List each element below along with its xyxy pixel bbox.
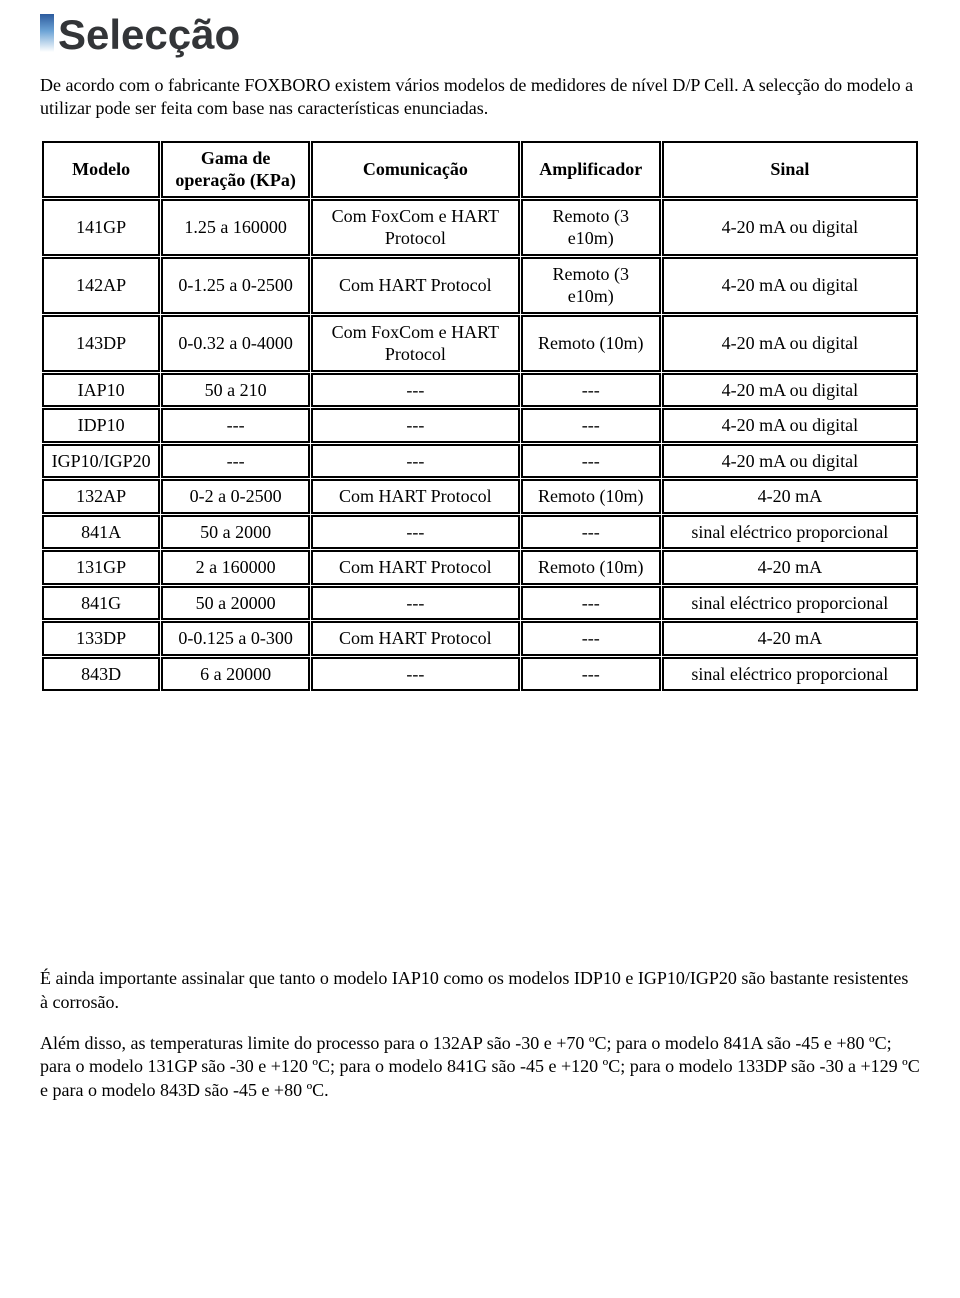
table-cell: IGP10/IGP20 bbox=[43, 445, 159, 478]
table-cell: 1.25 a 160000 bbox=[162, 200, 309, 255]
table-cell: 841A bbox=[43, 516, 159, 549]
table-cell: 4-20 mA ou digital bbox=[663, 316, 917, 371]
heading-accent-icon bbox=[40, 14, 54, 52]
table-row: 131GP2 a 160000Com HART ProtocolRemoto (… bbox=[43, 551, 917, 584]
table-cell: Com FoxCom e HART Protocol bbox=[312, 316, 519, 371]
table-cell: 0-0.32 a 0-4000 bbox=[162, 316, 309, 371]
table-cell: --- bbox=[522, 374, 660, 407]
table-cell: 4-20 mA ou digital bbox=[663, 200, 917, 255]
table-cell: Remoto (10m) bbox=[522, 316, 660, 371]
table-row: IDP10---------4-20 mA ou digital bbox=[43, 409, 917, 442]
table-cell: 4-20 mA ou digital bbox=[663, 258, 917, 313]
table-cell: Com FoxCom e HART Protocol bbox=[312, 200, 519, 255]
col-header-signal: Sinal bbox=[663, 142, 917, 197]
table-cell: 50 a 2000 bbox=[162, 516, 309, 549]
table-cell: IDP10 bbox=[43, 409, 159, 442]
col-header-range: Gama de operação (KPa) bbox=[162, 142, 309, 197]
table-row: 132AP0-2 a 0-2500Com HART ProtocolRemoto… bbox=[43, 480, 917, 513]
table-cell: Remoto (10m) bbox=[522, 551, 660, 584]
table-row: IGP10/IGP20---------4-20 mA ou digital bbox=[43, 445, 917, 478]
table-cell: --- bbox=[522, 587, 660, 620]
table-cell: 0-0.125 a 0-300 bbox=[162, 622, 309, 655]
table-cell: Remoto (3 e10m) bbox=[522, 258, 660, 313]
table-row: 841G50 a 20000------sinal eléctrico prop… bbox=[43, 587, 917, 620]
table-row: 841A50 a 2000------sinal eléctrico propo… bbox=[43, 516, 917, 549]
table-cell: --- bbox=[312, 409, 519, 442]
table-cell: 841G bbox=[43, 587, 159, 620]
table-cell: 141GP bbox=[43, 200, 159, 255]
table-cell: --- bbox=[522, 658, 660, 691]
table-cell: 4-20 mA bbox=[663, 551, 917, 584]
table-cell: 4-20 mA bbox=[663, 622, 917, 655]
table-cell: 6 a 20000 bbox=[162, 658, 309, 691]
table-cell: Remoto (3 e10m) bbox=[522, 200, 660, 255]
table-cell: 131GP bbox=[43, 551, 159, 584]
table-cell: 50 a 20000 bbox=[162, 587, 309, 620]
table-cell: Com HART Protocol bbox=[312, 480, 519, 513]
table-cell: --- bbox=[522, 409, 660, 442]
table-cell: 843D bbox=[43, 658, 159, 691]
table-row: 141GP1.25 a 160000Com FoxCom e HART Prot… bbox=[43, 200, 917, 255]
table-cell: --- bbox=[522, 516, 660, 549]
table-cell: 0-2 a 0-2500 bbox=[162, 480, 309, 513]
heading-block: Selecção bbox=[40, 14, 920, 58]
table-cell: 142AP bbox=[43, 258, 159, 313]
table-cell: sinal eléctrico proporcional bbox=[663, 587, 917, 620]
col-header-model: Modelo bbox=[43, 142, 159, 197]
table-cell: 143DP bbox=[43, 316, 159, 371]
table-cell: Com HART Protocol bbox=[312, 258, 519, 313]
table-head: Modelo Gama de operação (KPa) Comunicaçã… bbox=[43, 142, 917, 197]
table-cell: 4-20 mA ou digital bbox=[663, 374, 917, 407]
spacer bbox=[40, 693, 920, 953]
models-table: Modelo Gama de operação (KPa) Comunicaçã… bbox=[40, 139, 920, 694]
page-heading: Selecção bbox=[40, 14, 246, 58]
table-cell: 0-1.25 a 0-2500 bbox=[162, 258, 309, 313]
table-cell: 4-20 mA ou digital bbox=[663, 409, 917, 442]
table-cell: --- bbox=[162, 409, 309, 442]
outro-paragraph-1: É ainda importante assinalar que tanto o… bbox=[40, 967, 920, 1014]
table-row: 142AP0-1.25 a 0-2500Com HART ProtocolRem… bbox=[43, 258, 917, 313]
table-cell: --- bbox=[162, 445, 309, 478]
table-cell: sinal eléctrico proporcional bbox=[663, 658, 917, 691]
table-cell: --- bbox=[312, 445, 519, 478]
table-cell: --- bbox=[522, 445, 660, 478]
table-row: 143DP0-0.32 a 0-4000Com FoxCom e HART Pr… bbox=[43, 316, 917, 371]
table-cell: 133DP bbox=[43, 622, 159, 655]
table-body: 141GP1.25 a 160000Com FoxCom e HART Prot… bbox=[43, 200, 917, 691]
col-header-amp: Amplificador bbox=[522, 142, 660, 197]
table-cell: Com HART Protocol bbox=[312, 551, 519, 584]
table-cell: 4-20 mA ou digital bbox=[663, 445, 917, 478]
table-cell: --- bbox=[522, 622, 660, 655]
table-header-row: Modelo Gama de operação (KPa) Comunicaçã… bbox=[43, 142, 917, 197]
table-cell: 132AP bbox=[43, 480, 159, 513]
document-page: Selecção De acordo com o fabricante FOXB… bbox=[0, 0, 960, 1160]
col-header-comm: Comunicação bbox=[312, 142, 519, 197]
table-cell: 2 a 160000 bbox=[162, 551, 309, 584]
table-cell: 50 a 210 bbox=[162, 374, 309, 407]
table-cell: --- bbox=[312, 587, 519, 620]
table-cell: --- bbox=[312, 374, 519, 407]
heading-text: Selecção bbox=[58, 11, 240, 58]
table-cell: --- bbox=[312, 658, 519, 691]
table-cell: Remoto (10m) bbox=[522, 480, 660, 513]
table-cell: 4-20 mA bbox=[663, 480, 917, 513]
table-row: 843D6 a 20000------sinal eléctrico propo… bbox=[43, 658, 917, 691]
table-cell: --- bbox=[312, 516, 519, 549]
intro-paragraph: De acordo com o fabricante FOXBORO exist… bbox=[40, 74, 920, 121]
table-cell: sinal eléctrico proporcional bbox=[663, 516, 917, 549]
table-row: IAP1050 a 210------4-20 mA ou digital bbox=[43, 374, 917, 407]
outro-paragraph-2: Além disso, as temperaturas limite do pr… bbox=[40, 1032, 920, 1102]
table-row: 133DP0-0.125 a 0-300Com HART Protocol---… bbox=[43, 622, 917, 655]
table-cell: Com HART Protocol bbox=[312, 622, 519, 655]
table-cell: IAP10 bbox=[43, 374, 159, 407]
